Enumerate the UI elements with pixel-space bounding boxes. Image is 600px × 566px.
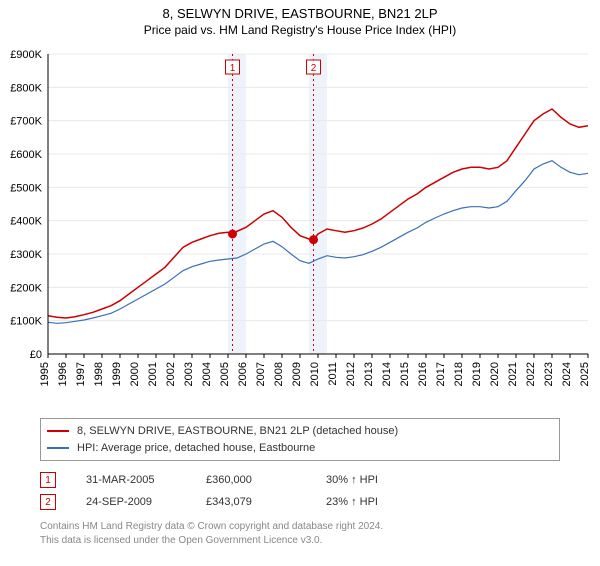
legend-row: HPI: Average price, detached house, East… [47, 440, 553, 457]
svg-text:2005: 2005 [219, 362, 231, 386]
sale-row: 2 24-SEP-2009 £343,079 23% ↑ HPI [40, 494, 416, 510]
svg-text:2010: 2010 [309, 362, 321, 386]
footer-attribution: Contains HM Land Registry data © Crown c… [40, 520, 383, 547]
svg-text:2012: 2012 [345, 362, 357, 386]
svg-text:2014: 2014 [381, 362, 393, 386]
legend-label: 8, SELWYN DRIVE, EASTBOURNE, BN21 2LP (d… [77, 423, 398, 440]
svg-text:£0: £0 [30, 349, 42, 361]
svg-text:2011: 2011 [327, 362, 339, 386]
sale-delta: 30% ↑ HPI [326, 474, 416, 486]
sale-delta: 23% ↑ HPI [326, 496, 416, 508]
svg-text:2004: 2004 [201, 362, 213, 386]
svg-text:2002: 2002 [165, 362, 177, 386]
legend-row: 8, SELWYN DRIVE, EASTBOURNE, BN21 2LP (d… [47, 423, 553, 440]
sale-date: 24-SEP-2009 [86, 496, 176, 508]
svg-text:1996: 1996 [57, 362, 69, 386]
svg-text:2025: 2025 [579, 362, 591, 386]
svg-text:£200K: £200K [10, 282, 42, 294]
svg-text:1995: 1995 [39, 362, 51, 386]
sale-badge: 1 [40, 472, 56, 488]
svg-text:2017: 2017 [435, 362, 447, 386]
svg-text:2018: 2018 [453, 362, 465, 386]
sale-badge: 2 [40, 494, 56, 510]
svg-text:£300K: £300K [10, 249, 42, 261]
legend-swatch [47, 430, 69, 432]
svg-text:£600K: £600K [10, 149, 42, 161]
svg-text:2008: 2008 [273, 362, 285, 386]
svg-text:2001: 2001 [147, 362, 159, 386]
legend-label: HPI: Average price, detached house, East… [77, 440, 315, 457]
sale-date: 31-MAR-2005 [86, 474, 176, 486]
svg-text:2020: 2020 [489, 362, 501, 386]
svg-text:2016: 2016 [417, 362, 429, 386]
sale-price: £360,000 [206, 474, 296, 486]
sales-table: 1 31-MAR-2005 £360,000 30% ↑ HPI 2 24-SEP-200… [40, 466, 416, 510]
svg-text:£900K: £900K [10, 50, 42, 61]
sale-price: £343,079 [206, 496, 296, 508]
svg-text:£700K: £700K [10, 116, 42, 128]
svg-text:1999: 1999 [111, 362, 123, 386]
svg-text:2022: 2022 [525, 362, 537, 386]
footer-line-2: This data is licensed under the Open Gov… [40, 534, 383, 548]
svg-text:£400K: £400K [10, 216, 42, 228]
legend-swatch [47, 447, 69, 449]
svg-text:2003: 2003 [183, 362, 195, 386]
svg-text:1: 1 [230, 63, 236, 74]
page-title: 8, SELWYN DRIVE, EASTBOURNE, BN21 2LP [0, 6, 600, 21]
svg-text:2006: 2006 [237, 362, 249, 386]
svg-text:2009: 2009 [291, 362, 303, 386]
svg-text:2015: 2015 [399, 362, 411, 386]
svg-text:2024: 2024 [561, 362, 573, 386]
svg-text:2021: 2021 [507, 362, 519, 386]
svg-text:2: 2 [311, 63, 317, 74]
svg-text:2023: 2023 [543, 362, 555, 386]
svg-text:1998: 1998 [93, 362, 105, 386]
svg-text:£500K: £500K [10, 182, 42, 194]
svg-text:2000: 2000 [129, 362, 141, 386]
svg-text:2013: 2013 [363, 362, 375, 386]
svg-text:1997: 1997 [75, 362, 87, 386]
svg-text:2019: 2019 [471, 362, 483, 386]
sale-row: 1 31-MAR-2005 £360,000 30% ↑ HPI [40, 472, 416, 488]
price-chart: £0 £100K £200K £300K £400K £500K £600K £700K £80… [0, 50, 600, 410]
footer-line-1: Contains HM Land Registry data © Crown c… [40, 520, 383, 534]
page-subtitle: Price paid vs. HM Land Registry's House … [0, 23, 600, 37]
svg-text:£100K: £100K [10, 316, 42, 328]
svg-text:2007: 2007 [255, 362, 267, 386]
svg-text:£800K: £800K [10, 82, 42, 94]
legend: 8, SELWYN DRIVE, EASTBOURNE, BN21 2LP (d… [40, 418, 560, 461]
